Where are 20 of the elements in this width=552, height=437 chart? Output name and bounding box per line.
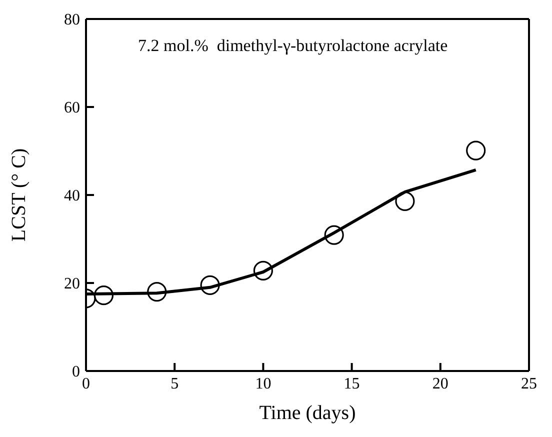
point xyxy=(200,275,220,295)
point xyxy=(395,191,415,211)
annotation: 7.2 mol.% dimethyl-γ-butyrolactone acrylate xyxy=(137,36,449,56)
y-axis-title: LCST (° C) xyxy=(8,148,30,242)
x-tick-label: 10 xyxy=(255,375,272,392)
point xyxy=(147,282,167,302)
x-tick-label: 25 xyxy=(521,375,537,392)
x-axis-title: Time (days) xyxy=(259,402,356,424)
point xyxy=(253,260,273,280)
y-tick-label: 0 xyxy=(72,364,80,381)
point xyxy=(94,286,114,306)
y-tick-label: 80 xyxy=(64,12,80,29)
y-tick-label: 20 xyxy=(64,276,80,293)
y-tick-label: 60 xyxy=(64,100,80,117)
y-tick-label: 40 xyxy=(64,188,80,205)
x-tick-label: 15 xyxy=(344,375,360,392)
x-tick-label: 20 xyxy=(432,375,448,392)
point xyxy=(466,140,486,160)
point xyxy=(324,225,344,245)
x-tick-label: 5 xyxy=(170,375,179,392)
